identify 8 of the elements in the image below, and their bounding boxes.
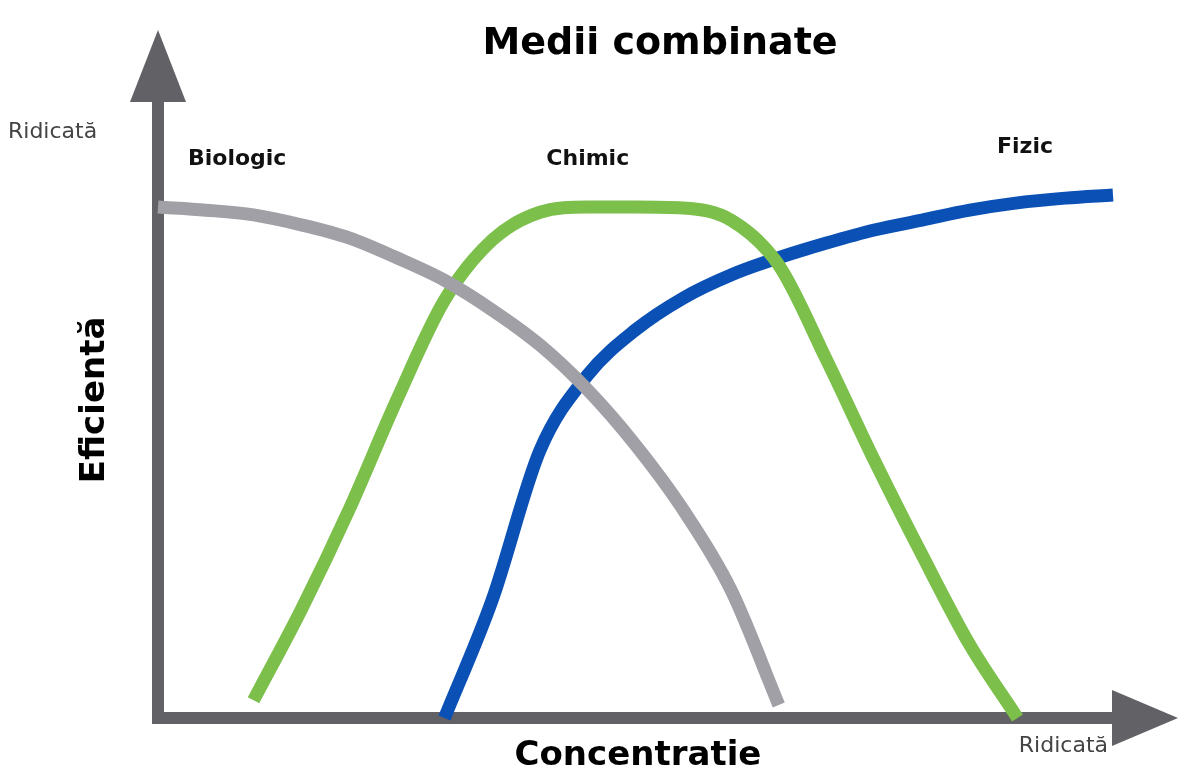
text: Ridicată bbox=[1018, 731, 1108, 757]
y-axis-title: Eficientă bbox=[71, 316, 112, 484]
series-label: Fizic bbox=[997, 132, 1053, 158]
text: Ridicată bbox=[8, 117, 98, 143]
x-axis-title: Concentratie bbox=[514, 732, 762, 773]
chart-title: Medii combinate bbox=[482, 18, 838, 63]
series-label: Chimic bbox=[546, 144, 630, 170]
series-label: Biologic bbox=[188, 144, 287, 170]
